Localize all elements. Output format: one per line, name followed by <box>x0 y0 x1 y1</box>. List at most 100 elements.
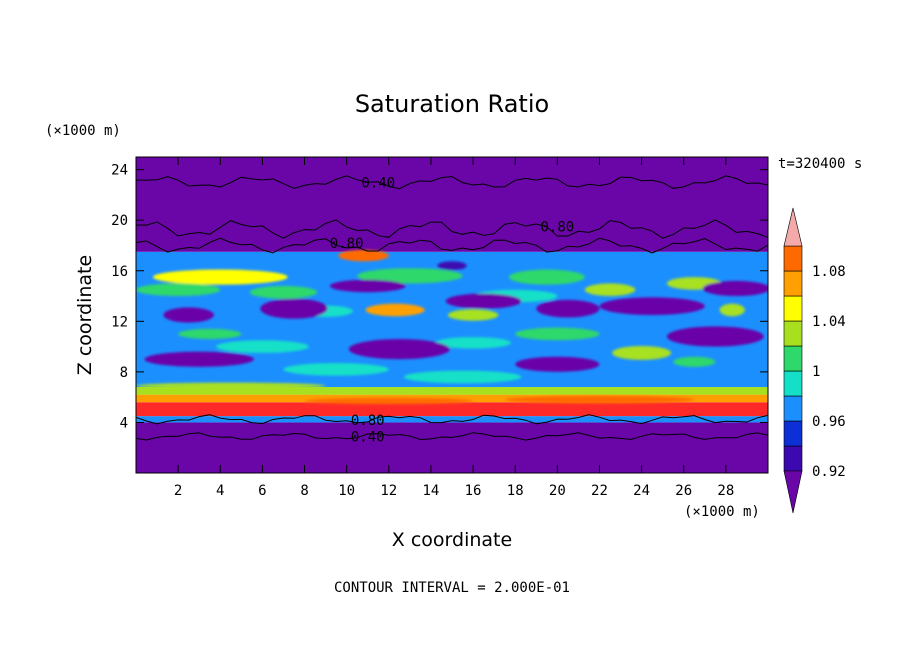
field-blob-4 <box>357 268 463 284</box>
field-blob-8 <box>584 283 636 297</box>
band-6 <box>136 157 768 252</box>
x-tick-label: 20 <box>549 483 566 499</box>
x-tick-label: 24 <box>633 483 650 499</box>
colorbar-box-1 <box>783 420 803 447</box>
field-blob-3 <box>338 249 389 262</box>
y-tick-label: 8 <box>120 365 128 381</box>
contour-label-0: 0.40 <box>361 175 395 191</box>
colorbar-box-2 <box>783 395 803 422</box>
colorbar-box-3 <box>783 370 803 397</box>
band-1 <box>136 416 768 423</box>
x-tick-label: 16 <box>465 483 482 499</box>
colorbar-box-5 <box>783 320 803 347</box>
colorbar-label: 0.96 <box>812 414 846 430</box>
field-blob-19 <box>403 370 522 384</box>
time-label: t=320400 s <box>778 156 862 172</box>
x-tick-label: 4 <box>216 483 224 499</box>
field-blob-2 <box>249 285 318 299</box>
x-tick-label: 2 <box>174 483 182 499</box>
blob-layer <box>136 249 768 405</box>
x-axis-ticks: 2 4 6 8 10 12 14 16 18 20 22 24 26 28 <box>174 157 734 499</box>
colorbar-box-4 <box>783 345 803 372</box>
colorbar-top-arrow <box>783 207 803 247</box>
x-tick-label: 22 <box>591 483 608 499</box>
x-tick-label: 18 <box>507 483 524 499</box>
contour-line-1 <box>136 219 768 239</box>
x-tick-label: 14 <box>423 483 440 499</box>
colorbar-box-7 <box>783 270 803 297</box>
colorbar-bottom-arrow <box>783 470 803 514</box>
field-blob-25 <box>536 299 600 318</box>
field-blob-31 <box>666 326 764 347</box>
field-blob-7 <box>508 269 585 285</box>
colorbar-label: 1.04 <box>812 314 846 330</box>
field-blob-0 <box>152 269 288 285</box>
field-blob-12 <box>673 356 716 367</box>
contour-line-2 <box>136 237 768 254</box>
x-tick-label: 6 <box>258 483 266 499</box>
field-blob-20 <box>283 363 389 376</box>
y-unit-label: (×1000 m) <box>45 123 121 139</box>
y-tick-label: 4 <box>120 415 128 431</box>
x-tick-label: 10 <box>338 483 355 499</box>
field-blob-29 <box>348 339 450 360</box>
y-tick-label: 16 <box>111 264 128 280</box>
colorbar-box-8 <box>783 245 803 272</box>
band-4 <box>136 387 768 395</box>
field-blob-14 <box>178 328 242 340</box>
contour-interval-footer: CONTOUR INTERVAL = 2.000E-01 <box>334 580 570 596</box>
contour-layer: 0.400.800.800.800.40 <box>136 175 768 445</box>
shaded-field: 0.400.800.800.800.40 <box>136 157 768 473</box>
y-axis-label: Z coordinate <box>74 255 96 375</box>
chart-title: Saturation Ratio <box>355 90 549 118</box>
contour-line-3 <box>136 414 768 425</box>
field-blob-13 <box>515 327 600 341</box>
colorbar-label: 1 <box>812 364 820 380</box>
field-blob-27 <box>702 280 768 297</box>
y-axis-ticks: 4 8 12 16 20 24 <box>111 163 768 431</box>
contour-label-1: 0.80 <box>540 220 574 236</box>
field-blob-22 <box>260 298 328 319</box>
colorbar-box-6 <box>783 295 803 322</box>
x-tick-label: 26 <box>675 483 692 499</box>
band-3 <box>136 394 768 403</box>
field-blob-1 <box>136 283 221 297</box>
field-blob-26 <box>599 297 705 315</box>
contour-label-4: 0.40 <box>351 429 385 445</box>
field-blob-10 <box>719 303 745 317</box>
field-blob-6 <box>447 309 499 321</box>
field-blob-32 <box>437 261 467 271</box>
x-unit-label: (×1000 m) <box>684 504 760 520</box>
field-blob-5 <box>365 303 425 317</box>
field-blob-34 <box>304 397 474 405</box>
field-blob-21 <box>163 307 214 323</box>
contour-line-4 <box>136 432 768 441</box>
band-0 <box>136 422 768 473</box>
band-2 <box>136 402 768 417</box>
x-tick-label: 28 <box>717 483 734 499</box>
contour-line-0 <box>136 175 768 190</box>
colorbar-label: 1.08 <box>812 264 846 280</box>
plot-frame <box>135 156 769 474</box>
x-axis-label: X coordinate <box>392 529 512 551</box>
colorbar-box-0 <box>783 445 803 472</box>
field-blob-17 <box>435 337 511 349</box>
field-blob-24 <box>445 293 522 309</box>
field-blob-28 <box>144 351 254 367</box>
y-tick-label: 20 <box>111 213 128 229</box>
contour-label-3: 0.80 <box>351 413 385 429</box>
field-blob-35 <box>504 395 695 404</box>
field-blob-16 <box>216 340 309 353</box>
y-tick-label: 12 <box>111 314 128 330</box>
field-blob-11 <box>612 345 672 360</box>
y-tick-label: 24 <box>111 163 128 179</box>
field-blob-33 <box>136 382 326 389</box>
contour-label-2: 0.80 <box>330 236 364 252</box>
field-blob-30 <box>515 356 600 372</box>
field-blob-23 <box>329 279 406 293</box>
x-tick-label: 8 <box>300 483 308 499</box>
x-tick-label: 12 <box>380 483 397 499</box>
colorbar: 0.92 0.96 1 1.04 1.08 <box>783 207 846 514</box>
band-layer <box>136 157 768 473</box>
